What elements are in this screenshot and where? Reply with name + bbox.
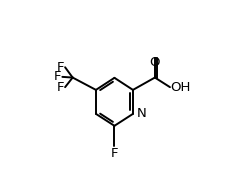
Text: F: F xyxy=(111,147,118,160)
Text: O: O xyxy=(150,56,160,69)
Text: F: F xyxy=(54,70,62,83)
Text: F: F xyxy=(57,61,64,74)
Text: OH: OH xyxy=(171,81,191,94)
Text: F: F xyxy=(57,81,64,94)
Text: N: N xyxy=(136,107,146,120)
